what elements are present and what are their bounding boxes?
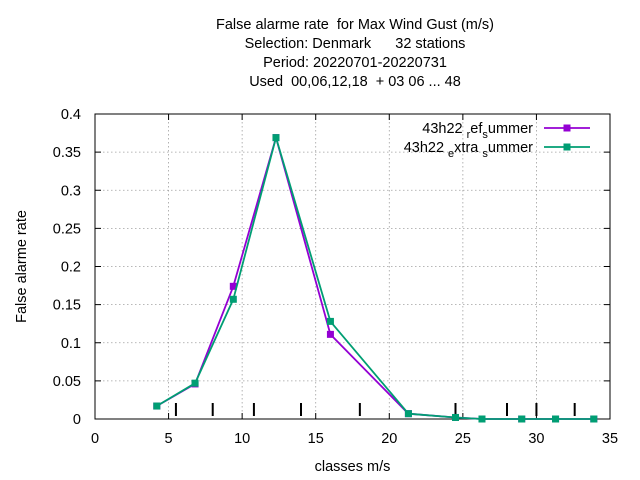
title-line-1: False alarme rate for Max Wind Gust (m/s… [216,17,494,33]
legend-label-1: 43h22 extra summer [404,140,533,160]
y-tick-label: 0.1 [61,336,81,352]
series-1-point [229,295,237,303]
x-tick-label: 15 [308,431,324,447]
series-1-point [272,134,280,142]
x-tick-label: 25 [455,431,471,447]
series-line-0 [156,134,594,420]
grid-lines [95,114,610,419]
series-line-1 [156,134,594,420]
legend-marker-0 [563,124,571,132]
series-1-point [552,415,560,423]
series-1-point [478,415,486,423]
y-tick-label: 0.05 [53,374,81,390]
y-axis-label: False alarme rate [14,210,30,323]
legend-label-part: s [482,129,488,141]
series-1-point [590,415,598,423]
y-tick-label: 0.15 [53,298,81,314]
x-tick-label: 20 [381,431,397,447]
legend-label-part: 43h22 [404,140,448,156]
legend-label-part: ef [470,121,483,137]
legend-marker-1 [563,143,571,151]
axis-ticks: 0 0.05 0.1 0.15 0.2 0.25 0.3 0.35 0.4 0 5 10 15 20 25 3… [53,107,618,447]
series-1-point [153,402,161,410]
legend-label-part: 43h22 [422,121,466,137]
x-tick-label: 35 [602,431,618,447]
series-0-point [229,282,237,290]
y-tick-label: 0.25 [53,221,81,237]
chart-title: False alarme rate for Max Wind Gust (m/s… [0,16,640,92]
legend-label-part: r [467,129,471,141]
y-tick-label: 0.2 [61,260,81,276]
series-layer [153,134,598,423]
series-1-point [326,317,334,325]
series-1-point [518,415,526,423]
x-tick-label: 0 [91,431,99,447]
series-1-point [191,379,199,387]
title-line-2: Selection: Denmark 32 stations [244,36,466,52]
legend-label-part: e [448,148,454,160]
series-0-point [326,330,334,338]
x-axis-label: classes m/s [315,459,391,475]
class-bound-ticks [174,403,576,416]
title-line-4: Used 00,06,12,18 + 03 06 ... 48 [249,74,461,90]
title-line-3: Period: 20220701-20220731 [263,55,447,71]
y-tick-label: 0.35 [53,145,81,161]
y-tick-label: 0.3 [61,183,81,199]
series-1-point [404,410,412,418]
legend-label-part: ummer [488,140,533,156]
x-tick-label: 5 [165,431,173,447]
legend-label-0: 43h22 refsummer [422,121,533,141]
x-tick-label: 10 [234,431,250,447]
legend-label-part: xtra [454,140,482,156]
legend-label-part: ummer [488,121,533,137]
y-tick-label: 0.4 [61,107,81,123]
series-1-point [452,413,459,421]
legend-label-part: s [482,148,488,160]
x-tick-label: 30 [528,431,544,447]
y-tick-label: 0 [73,412,81,428]
